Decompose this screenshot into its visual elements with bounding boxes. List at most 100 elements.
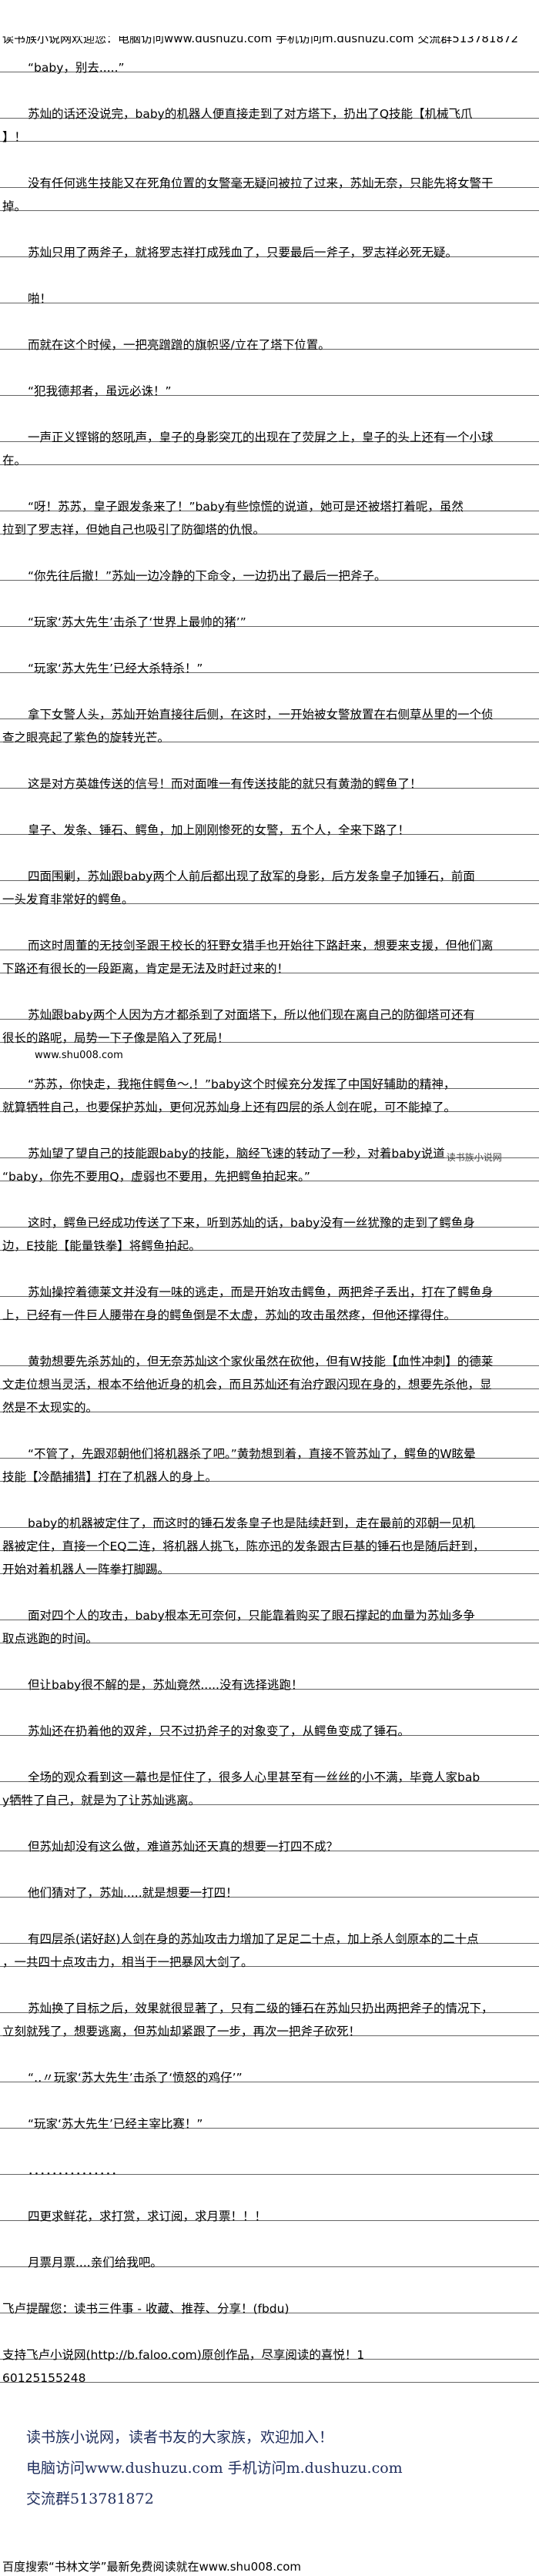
text-line-content: 皇子、发条、锤石、鳄鱼，加上刚刚惨死的女警，五个人，全来下路了！ xyxy=(28,823,410,837)
text-line: “犯我德邦者，虽远必诛！” xyxy=(0,373,539,397)
paragraph: 苏灿操控着德莱文并没有一味的逃走，而是开始攻击鳄鱼，两把斧子丢出，打在了鳄鱼身上… xyxy=(0,1274,539,1322)
text-line-content: 这是对方英雄传送的信号！而对面唯一有传送技能的就只有黄渤的鳄鱼了！ xyxy=(28,777,422,791)
text-line: 下路还有很长的一段距离，肯定是无法及时赶过来的！ xyxy=(0,950,539,975)
paragraph: “玩家‘苏大先生’已经大杀特杀！” xyxy=(0,650,539,675)
text-line-content: 】！ xyxy=(2,130,27,144)
text-line-content: 支持飞卢小说网(http://b.faloo.com)原创作品，尽享阅读的喜悦！… xyxy=(2,2348,365,2362)
text-line: 月票月票....亲们给我吧。 xyxy=(0,2244,539,2269)
paragraph: “玩家‘苏大先生’击杀了‘世界上最帅的猪’” xyxy=(0,604,539,629)
text-line: “你先往后撤！”苏灿一边冷静的下命令，一边扔出了最后一把斧子。 xyxy=(0,558,539,583)
paragraph: “玩家‘苏大先生’已经主宰比赛！” xyxy=(0,2105,539,2130)
paragraph: 苏灿还在扔着他的双斧，只不过扔斧子的对象变了，从鳄鱼变成了锤石。 xyxy=(0,1713,539,1737)
paragraph: “‥〃玩家‘苏大先生’击杀了‘愤怒的鸡仔’” xyxy=(0,2059,539,2084)
paragraph: 这是对方英雄传送的信号！而对面唯一有传送技能的就只有黄渤的鳄鱼了！ xyxy=(0,765,539,791)
inline-site-link[interactable]: www.shu008.com xyxy=(35,1050,123,1061)
text-line-content: ．．．．．．．．．．．．．．． xyxy=(28,2163,124,2177)
text-line-content: 拿下女警人头，苏灿开始直接往后侧，在这时，一开始被女警放置在右侧草丛里的一个侦 xyxy=(28,708,494,722)
paragraph: 四面围剿，苏灿跟baby两个人前后都出现了敌军的身影，后方发条皇子加锤石，前面一… xyxy=(0,858,539,906)
text-line: 苏灿望了望自己的技能跟baby的技能，脑经飞速的转动了一秒，对着baby说道 读书… xyxy=(0,1135,539,1163)
text-line: ．．．．．．．．．．．．．．． xyxy=(0,2152,539,2177)
text-line: 拉到了罗志祥，但她自己也吸引了防御塔的仇恨。 xyxy=(0,511,539,537)
text-line-content: “玩家‘苏大先生’已经大杀特杀！” xyxy=(28,662,203,675)
text-line: 器被定住，直接一个EQ二连，将机器人挑飞，陈亦迅的发条跟古巨基的锤石也是随后赶到… xyxy=(0,1528,539,1553)
paragraph: 苏灿的话还没说完，baby的机器人便直接走到了对方塔下，扔出了Q技能【机械飞爪】… xyxy=(0,95,539,144)
text-line: 开始对着机器人一阵拳打脚踢。 xyxy=(0,1551,539,1576)
paragraph: 一声正义铿锵的怒吼声，皇子的身影突兀的出现在了荧屏之上，皇子的头上还有一个小球在… xyxy=(0,419,539,467)
paragraph: 苏灿换了目标之后，效果就很显著了，只有二级的锤石在苏灿只扔出两把斧子的情况下， 立… xyxy=(0,1990,539,2038)
text-line: 苏灿跟baby两个人因为方才都杀到了对面塔下，所以他们现在离自己的防御塔可还有 xyxy=(0,997,539,1021)
paragraph: 没有任何逃生技能又在死角位置的女警毫无疑问被拉了过来，苏灿无奈，只能先将女警干掉… xyxy=(0,165,539,213)
text-line-content: “baby，别去.....” xyxy=(28,61,125,75)
text-line-content: 取点逃跑的时间。 xyxy=(2,1632,99,1646)
text-line-content: 然是不太现实的。 xyxy=(2,1401,99,1415)
text-line-content: 苏灿望了望自己的技能跟baby的技能，脑经飞速的转动了一秒，对着baby说道 xyxy=(28,1147,445,1161)
text-line-content: ，一共四十点攻击力，相当于一把暴风大剑了。 xyxy=(2,1955,253,1969)
paragraph: 而就在这个时候，一把亮蹭蹭的旗帜竖/立在了塔下位置。 xyxy=(0,327,539,352)
text-line-content: 就算牺牲自己，也要保护苏灿，更何况苏灿身上还有四层的杀人剑在呢，可不能掉了。 xyxy=(2,1100,457,1114)
text-line: ，一共四十点攻击力，相当于一把暴风大剑了。 xyxy=(0,1944,539,1969)
text-line: 在。 xyxy=(0,442,539,467)
paragraph: 黄勃想要先杀苏灿的，但无奈苏灿这个家伙虽然在砍他，但有W技能【血性冲刺】的德莱文… xyxy=(0,1343,539,1415)
paragraph: 月票月票....亲们给我吧。 xyxy=(0,2244,539,2269)
paragraph: 支持飞卢小说网(http://b.faloo.com)原创作品，尽享阅读的喜悦！… xyxy=(0,2336,539,2385)
text-line: 查之眼亮起了紫色的旋转光芒。 xyxy=(0,719,539,745)
text-line: y牺牲了自己，就是为了让苏灿逃离。 xyxy=(0,1782,539,1807)
text-line-content: 上，已经有一件巨人腰带在身的鳄鱼倒是不太虚，苏灿的攻击虽然疼，但他还撑得住。 xyxy=(2,1308,457,1322)
text-line-content: 立刻就残了，想要逃离，但苏灿却紧跟了一步，再次一把斧子砍死！ xyxy=(2,2025,361,2038)
paragraph: 啪！ xyxy=(0,280,539,306)
text-line: 苏灿的话还没说完，baby的机器人便直接走到了对方塔下，扔出了Q技能【机械飞爪 xyxy=(0,95,539,121)
text-line-content: “你先往后撤！”苏灿一边冷静的下命令，一边扔出了最后一把斧子。 xyxy=(28,569,387,583)
text-line: 他们猜对了，苏灿.....就是想要一打四！ xyxy=(0,1874,539,1899)
text-line: 这是对方英雄传送的信号！而对面唯一有传送技能的就只有黄渤的鳄鱼了！ xyxy=(0,765,539,791)
text-line-content: 60125155248 xyxy=(2,2371,86,2385)
text-line: 然是不太现实的。 xyxy=(0,1389,539,1415)
text-line: 飞卢提醒您：读书三件事 - 收藏、推荐、分享！(fbdu) xyxy=(0,2290,539,2315)
search-note: 百度搜索“书林文学”最新免费阅读就在www.shu008.com xyxy=(2,2560,302,2574)
paragraph: 面对四个人的攻击，baby根本无可奈何，只能靠着购买了眼石撑起的血量为苏灿多争取… xyxy=(0,1597,539,1646)
text-line-content: 开始对着机器人一阵拳打脚踢。 xyxy=(2,1563,170,1576)
text-line: 】！ xyxy=(0,119,539,144)
promo-welcome: 读书族小说网，读者书友的大家族，欢迎加入！ xyxy=(26,2429,334,2446)
text-line: 支持飞卢小说网(http://b.faloo.com)原创作品，尽享阅读的喜悦！… xyxy=(0,2336,539,2362)
text-line: 技能【冷酷捕猎】打在了机器人的身上。 xyxy=(0,1459,539,1484)
text-line: 有四层杀(诺好赵)人剑在身的苏灿攻击力增加了足足二十点，加上杀人剑原本的二十点 xyxy=(0,1921,539,1946)
paragraph: 皇子、发条、锤石、鳄鱼，加上刚刚惨死的女警，五个人，全来下路了！ xyxy=(0,812,539,837)
paragraph: 他们猜对了，苏灿.....就是想要一打四！ xyxy=(0,1874,539,1899)
text-line: 全场的观众看到这一幕也是怔住了，很多人心里甚至有一丝丝的小不满，毕竟人家bab xyxy=(0,1759,539,1784)
text-line: “不管了，先跟邓朝他们将机器杀了吧。”黄勃想到着，直接不管苏灿了，鳄鱼的W眩晕 xyxy=(0,1435,539,1460)
text-line-content: 而就在这个时候，一把亮蹭蹭的旗帜竖/立在了塔下位置。 xyxy=(28,338,330,352)
text-line: 取点逃跑的时间。 xyxy=(0,1620,539,1646)
paragraph: 而这时周董的无技剑圣跟王校长的狂野女猎手也开始往下路赶来，想要来支援，但他们离下… xyxy=(0,927,539,975)
text-line-content: 而这时周董的无技剑圣跟王校长的狂野女猎手也开始往下路赶来，想要来支援，但他们离 xyxy=(28,939,494,953)
site-banner-text: 读书族小说网欢迎您：电脑访问www.dushuzu.com 手机访问m.dush… xyxy=(2,36,519,45)
text-line-content: 拉到了罗志祥，但她自己也吸引了防御塔的仇恨。 xyxy=(2,523,266,537)
text-line-content: 掉。 xyxy=(2,199,27,213)
text-line: 四面围剿，苏灿跟baby两个人前后都出现了敌军的身影，后方发条皇子加锤石，前面 xyxy=(0,858,539,883)
paragraph: 这时，鳄鱼已经成功传送了下来，听到苏灿的话，baby没有一丝犹豫的走到了鳄鱼身边… xyxy=(0,1204,539,1253)
promo-urls[interactable]: 电脑访问www.dushuzu.com 手机访问m.dushuzu.com xyxy=(26,2460,403,2477)
text-line: 而就在这个时候，一把亮蹭蹭的旗帜竖/立在了塔下位置。 xyxy=(0,327,539,352)
text-line-content: 查之眼亮起了紫色的旋转光芒。 xyxy=(2,731,170,745)
paragraph: 四更求鲜花，求打赏，求订阅，求月票！！！ xyxy=(0,2198,539,2223)
text-line: 没有任何逃生技能又在死角位置的女警毫无疑问被拉了过来，苏灿无奈，只能先将女警干 xyxy=(0,165,539,189)
text-line: 文走位想当灵活，根本不给他近身的机会，而且苏灿还有治疗跟闪现在身的，想要先杀他，… xyxy=(0,1366,539,1392)
text-line-content: 有四层杀(诺好赵)人剑在身的苏灿攻击力增加了足足二十点，加上杀人剑原本的二十点 xyxy=(28,1932,479,1946)
text-line-content: 苏灿只用了两斧子，就将罗志祥打成残血了，只要最后一斧子，罗志祥必死无疑。 xyxy=(28,246,458,260)
paragraph: 但让baby很不解的是，苏灿竟然.....没有选择逃跑！ xyxy=(0,1667,539,1691)
paragraph: “犯我德邦者，虽远必诛！” xyxy=(0,373,539,397)
text-line-content: 在。 xyxy=(2,454,27,467)
text-line-content: 这时，鳄鱼已经成功传送了下来，听到苏灿的话，baby没有一丝犹豫的走到了鳄鱼身 xyxy=(28,1216,475,1230)
text-line-content: “玩家‘苏大先生’击杀了‘世界上最帅的猪’” xyxy=(28,615,246,629)
text-line-content: 技能【冷酷捕猎】打在了机器人的身上。 xyxy=(2,1470,218,1484)
paragraph: 全场的观众看到这一幕也是怔住了，很多人心里甚至有一丝丝的小不满，毕竟人家bab y… xyxy=(0,1759,539,1807)
text-line-content: 苏灿的话还没说完，baby的机器人便直接走到了对方塔下，扔出了Q技能【机械飞爪 xyxy=(28,107,473,121)
text-line-content: 器被定住，直接一个EQ二连，将机器人挑飞，陈亦迅的发条跟古巨基的锤石也是随后赶到… xyxy=(2,1539,485,1553)
text-line-content: 边，E技能【能量铁拳】将鳄鱼拍起。 xyxy=(2,1239,201,1253)
text-line-content: 月票月票....亲们给我吧。 xyxy=(28,2256,162,2269)
text-line-content: “baby，你先不要用Q，虚弱也不要用，先把鳄鱼拍起来。” xyxy=(2,1170,310,1184)
paragraph: 有四层杀(诺好赵)人剑在身的苏灿攻击力增加了足足二十点，加上杀人剑原本的二十点 ，… xyxy=(0,1921,539,1969)
paragraph: www.shu008.com “苏苏，你快走，我拖住鳄鱼～.！”baby这个时候充… xyxy=(0,1050,539,1114)
text-line-content: 文走位想当灵活，根本不给他近身的机会，而且苏灿还有治疗跟闪现在身的，想要先杀他，… xyxy=(2,1378,492,1392)
text-line-content: 啪！ xyxy=(28,292,52,306)
text-line: “苏苏，你快走，我拖住鳄鱼～.！”baby这个时候充分发挥了中国好辅助的精神， xyxy=(0,1066,539,1090)
